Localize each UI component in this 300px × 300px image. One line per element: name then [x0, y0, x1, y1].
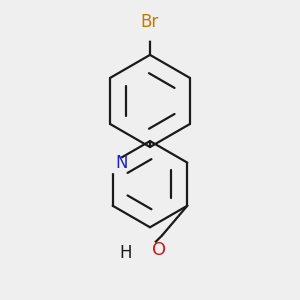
Text: H: H [120, 244, 132, 262]
Text: Br: Br [141, 13, 159, 31]
Text: O: O [152, 241, 167, 259]
Text: N: N [115, 154, 128, 172]
